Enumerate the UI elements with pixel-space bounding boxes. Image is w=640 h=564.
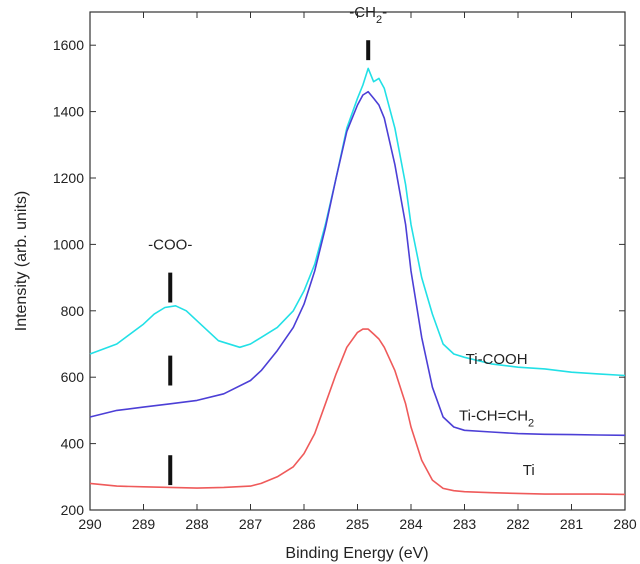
x-tick-label: 280	[613, 516, 637, 532]
x-tick-label: 282	[506, 516, 530, 532]
series-group	[89, 67, 626, 496]
x-tick-label: 283	[453, 516, 477, 532]
x-tick-label: 286	[292, 516, 316, 532]
series-line-1	[89, 90, 626, 437]
series-line-0	[89, 67, 626, 377]
x-tick-label: 290	[78, 516, 102, 532]
y-tick-label: 1200	[53, 170, 84, 186]
plot-frame	[89, 11, 626, 511]
x-tick-label: 284	[399, 516, 423, 532]
y-tick-label: 200	[61, 502, 85, 518]
y-tick-label: 400	[61, 436, 85, 452]
y-tick-label: 1600	[53, 37, 84, 53]
x-axis-title: Binding Energy (eV)	[285, 545, 428, 562]
series-line-2	[89, 328, 626, 496]
series-label: Ti	[523, 462, 535, 479]
axis-ticks: 290 289 288 287 286 285 284 283 282 281 280 200 400 6…	[53, 12, 637, 532]
series-label: Ti-CH=CH2	[459, 407, 534, 429]
y-tick-label: 600	[61, 369, 85, 385]
y-tick-label: 800	[61, 303, 85, 319]
x-tick-label: 281	[560, 516, 584, 532]
x-tick-label: 289	[132, 516, 156, 532]
x-tick-label: 288	[185, 516, 209, 532]
x-tick-label: 285	[346, 516, 370, 532]
peak-annotation: -CH2-	[349, 4, 387, 26]
x-tick-label: 287	[239, 516, 263, 532]
series-label: Ti-COOH	[466, 351, 528, 368]
y-tick-label: 1000	[53, 236, 84, 252]
peak-annotation: -COO-	[148, 236, 192, 253]
y-axis-title: Intensity (arb. units)	[13, 191, 30, 332]
y-tick-label: 1400	[53, 104, 84, 120]
annotation-group: Ti-COOH Ti-CH=CH2 Ti -COO- -CH2-	[148, 4, 535, 486]
